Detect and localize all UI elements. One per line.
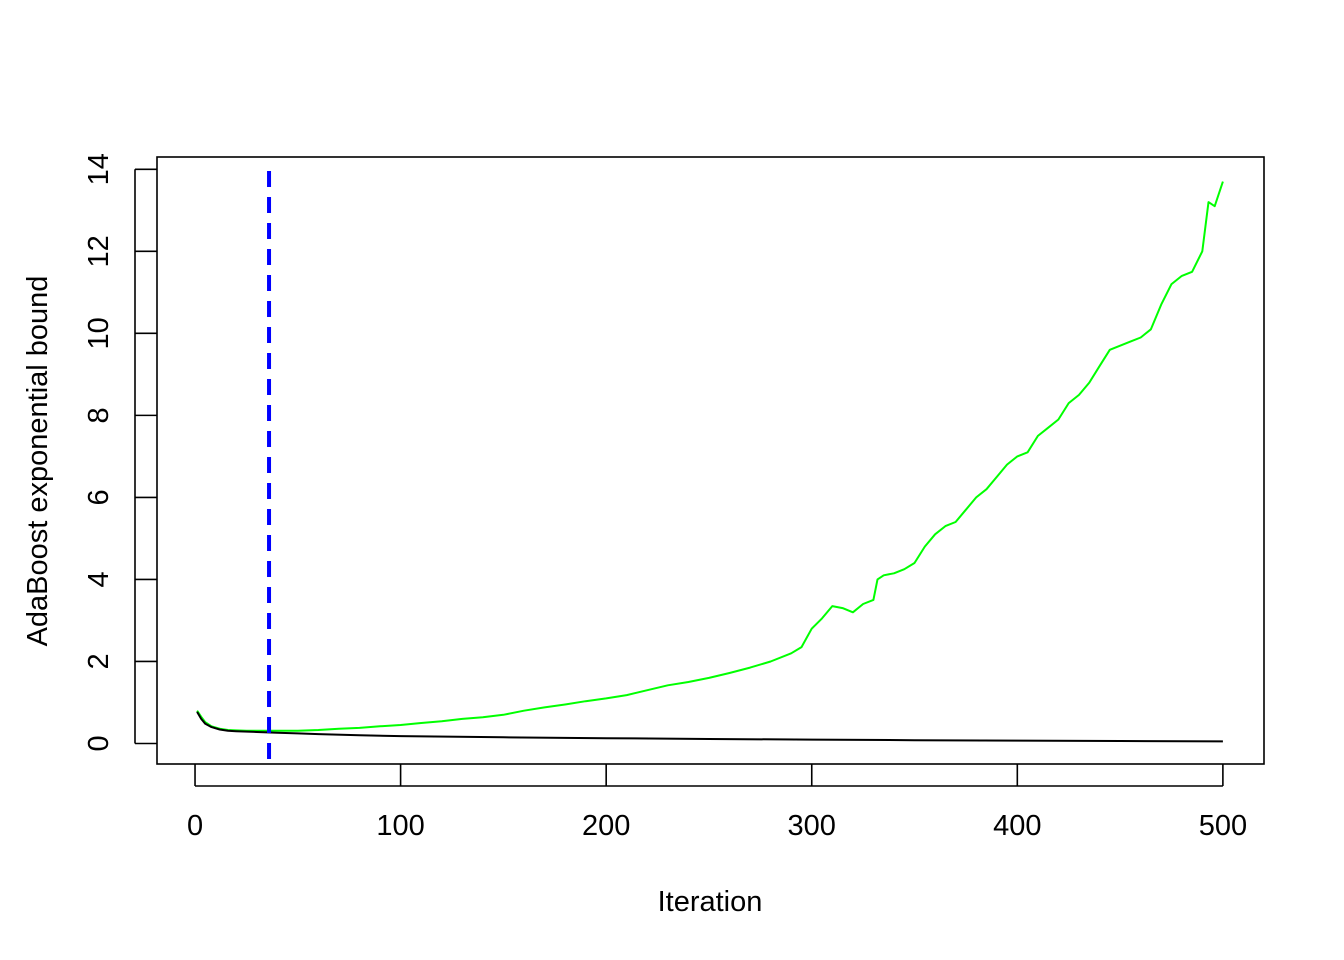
x-tick-label: 200 [582,810,630,842]
y-axis-title: AdaBoost exponential bound [22,276,54,647]
y-tick-label: 12 [83,235,115,267]
y-tick-label: 8 [83,407,115,423]
x-axis-title: Iteration [658,886,763,918]
series-line-1 [196,181,1224,732]
x-tick-label: 400 [993,810,1041,842]
y-tick-label: 10 [83,317,115,349]
y-tick-label: 0 [83,735,115,751]
x-tick-label: 300 [788,810,836,842]
x-tick-label: 100 [376,810,424,842]
y-tick-label: 14 [83,153,115,185]
plot-frame [156,156,1265,765]
y-tick-label: 2 [83,653,115,669]
y-tick-label: 6 [83,489,115,505]
y-tick-label: 4 [83,571,115,587]
x-tick-label: 0 [187,810,203,842]
series-line-2 [196,711,1223,743]
x-tick-label: 500 [1199,810,1247,842]
